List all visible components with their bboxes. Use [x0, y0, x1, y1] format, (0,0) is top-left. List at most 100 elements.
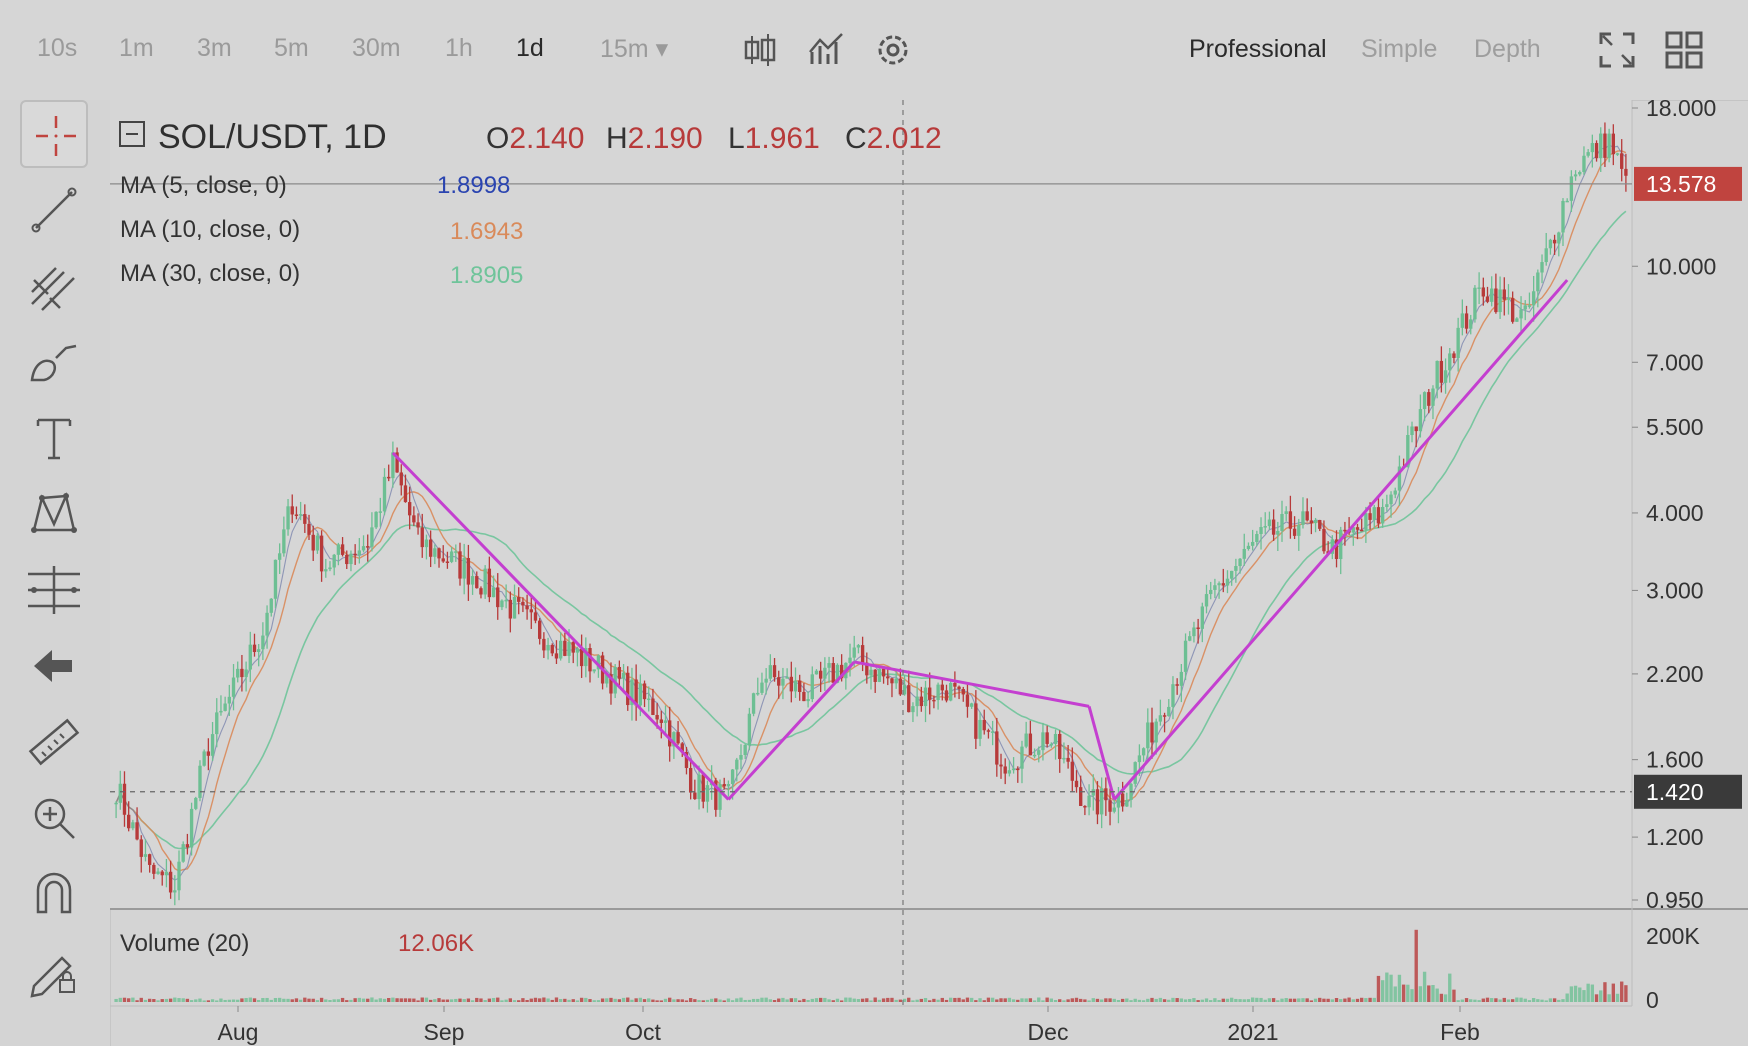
volume-bar [1607, 994, 1611, 1002]
ruler-tool[interactable] [20, 708, 88, 776]
brush-tool[interactable] [20, 328, 88, 396]
candle-body [1288, 511, 1293, 529]
volume-bar [462, 999, 466, 1002]
volume-bar [366, 998, 370, 1002]
volume-bar [1229, 997, 1234, 1002]
timeframe-1d[interactable]: 1d [516, 34, 544, 62]
volume-bar [1225, 998, 1230, 1002]
top-toolbar: 10s 1m 3m 5m 30m 1h 1d 15m ▾ Professiona… [0, 0, 1748, 101]
candle-body [902, 685, 907, 695]
candle-body [1234, 566, 1238, 571]
volume-bar [298, 999, 303, 1002]
candle-body [1527, 305, 1532, 307]
candle-body [1020, 746, 1024, 769]
grid-layout-icon[interactable] [1664, 30, 1704, 70]
candle-body [718, 784, 722, 810]
volume-bar [709, 998, 714, 1002]
timeframe-15m-dropdown[interactable]: 15m ▾ [600, 35, 669, 63]
magnet-tool[interactable] [20, 860, 88, 928]
volume-bar [441, 999, 445, 1002]
candle-body [1531, 291, 1536, 306]
mode-simple[interactable]: Simple [1361, 35, 1438, 63]
candle-body [135, 822, 139, 840]
fullscreen-icon[interactable] [1597, 30, 1637, 70]
volume-bar [454, 998, 458, 1002]
volume-bar [1582, 990, 1586, 1002]
volume-bar [1049, 998, 1054, 1002]
candle-body [605, 674, 609, 684]
volume-bar [810, 998, 814, 1002]
volume-bar [697, 1000, 701, 1002]
volume-bar [554, 997, 559, 1002]
candle-body [869, 669, 873, 676]
timeframe-10s[interactable]: 10s [37, 34, 78, 62]
lock-drawings-tool[interactable] [20, 936, 88, 1004]
candle-body [529, 609, 533, 613]
volume-bar [1125, 998, 1129, 1002]
volume-bar [1167, 999, 1171, 1002]
candle-body [1091, 789, 1095, 796]
volume-bar [1246, 999, 1251, 1002]
volume-bar [1318, 997, 1322, 1002]
volume-bar [1452, 989, 1456, 1002]
timeframe-1h[interactable]: 1h [445, 34, 473, 62]
candle-body [1418, 409, 1423, 432]
volume-bar [718, 999, 722, 1002]
mode-professional[interactable]: Professional [1189, 35, 1327, 63]
plot-area [110, 100, 1632, 908]
candle-body [1561, 200, 1565, 233]
timeframe-5m[interactable]: 5m [274, 34, 309, 62]
timeframe-1m[interactable]: 1m [119, 34, 154, 62]
volume-bar [332, 999, 336, 1002]
candle-body [1313, 520, 1318, 524]
zoom-in-tool[interactable] [20, 784, 88, 852]
crosshair-tool[interactable] [20, 100, 88, 168]
candle-body [823, 667, 827, 679]
candle-body [466, 558, 471, 585]
candle-body [1481, 287, 1485, 297]
volume-bar [852, 998, 856, 1002]
volume-bar [546, 998, 550, 1002]
candle-body [1456, 327, 1460, 358]
candle-body [999, 764, 1003, 767]
candle-body [1393, 490, 1397, 495]
volume-bar [751, 998, 756, 1002]
candle-body [1552, 239, 1557, 244]
candle-body [1229, 570, 1234, 579]
candle-body [1158, 715, 1163, 722]
candlestick-type-icon[interactable] [740, 30, 780, 70]
candle-body [1062, 757, 1066, 760]
candle-body [575, 648, 580, 653]
pitchfork-tool[interactable] [20, 252, 88, 320]
mode-depth[interactable]: Depth [1474, 35, 1541, 63]
volume-bar [127, 998, 131, 1002]
candle-body [1238, 558, 1242, 567]
volume-bar [1146, 998, 1150, 1002]
indicators-icon[interactable] [806, 30, 846, 70]
text-tool[interactable] [20, 404, 88, 472]
back-tool[interactable] [20, 632, 88, 700]
candle-body [1028, 733, 1033, 756]
volume-bar [1238, 999, 1242, 1002]
volume-bar [978, 998, 982, 1002]
candle-body [1053, 733, 1058, 744]
timeframe-30m[interactable]: 30m [352, 34, 401, 62]
timeframe-3m[interactable]: 3m [197, 34, 232, 62]
candle-body [852, 647, 856, 658]
volume-bar [1540, 999, 1544, 1002]
candle-body [986, 730, 991, 732]
ma30-value: 1.8905 [450, 262, 524, 289]
candle-body [1024, 733, 1028, 747]
collapse-legend-icon[interactable] [118, 120, 146, 153]
trend-line-tool[interactable] [20, 176, 88, 244]
volume-bar [1422, 971, 1427, 1002]
candle-body [1011, 768, 1016, 771]
volume-bar [684, 1000, 689, 1002]
volume-bar [588, 999, 592, 1002]
measure-tool[interactable] [20, 556, 88, 624]
x-tick-label: Oct [625, 1019, 661, 1045]
settings-icon[interactable] [873, 30, 913, 70]
pattern-tool[interactable] [20, 480, 88, 548]
candle-body [936, 684, 940, 701]
